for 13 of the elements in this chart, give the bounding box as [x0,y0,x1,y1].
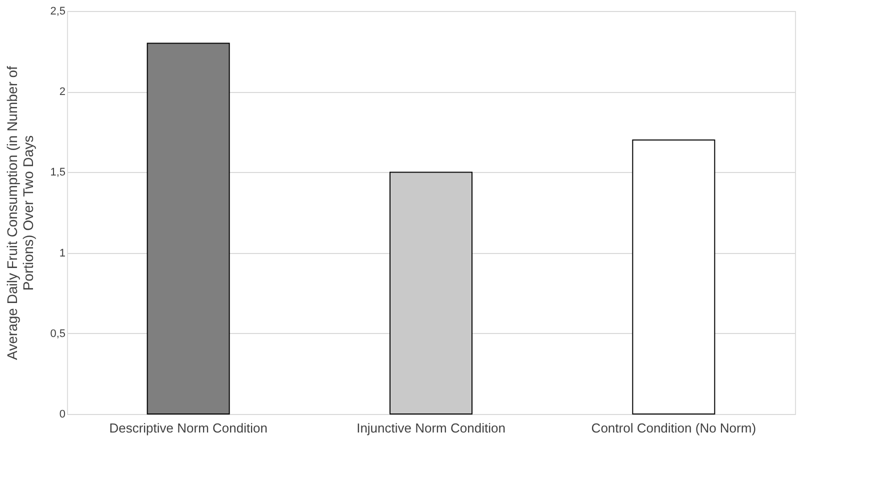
y-tick-label: 1,5 [50,166,66,179]
y-tick-label: 0 [59,408,66,420]
bar [632,139,716,414]
bar [146,42,230,414]
y-axis-title: Average Daily Fruit Consumption (in Number of Portions) Over Two Days [4,66,36,360]
x-tick-label: Descriptive Norm Condition [109,420,268,436]
x-tick-label: Control Condition (No Norm) [591,420,756,436]
y-tick-label: 2 [59,86,66,98]
x-tick-label: Injunctive Norm Condition [356,420,506,436]
y-tick-label: 0,5 [50,328,66,340]
bar [390,172,472,414]
y-tick-label: 1 [59,247,66,260]
y-tick-label: 2,5 [50,6,66,18]
